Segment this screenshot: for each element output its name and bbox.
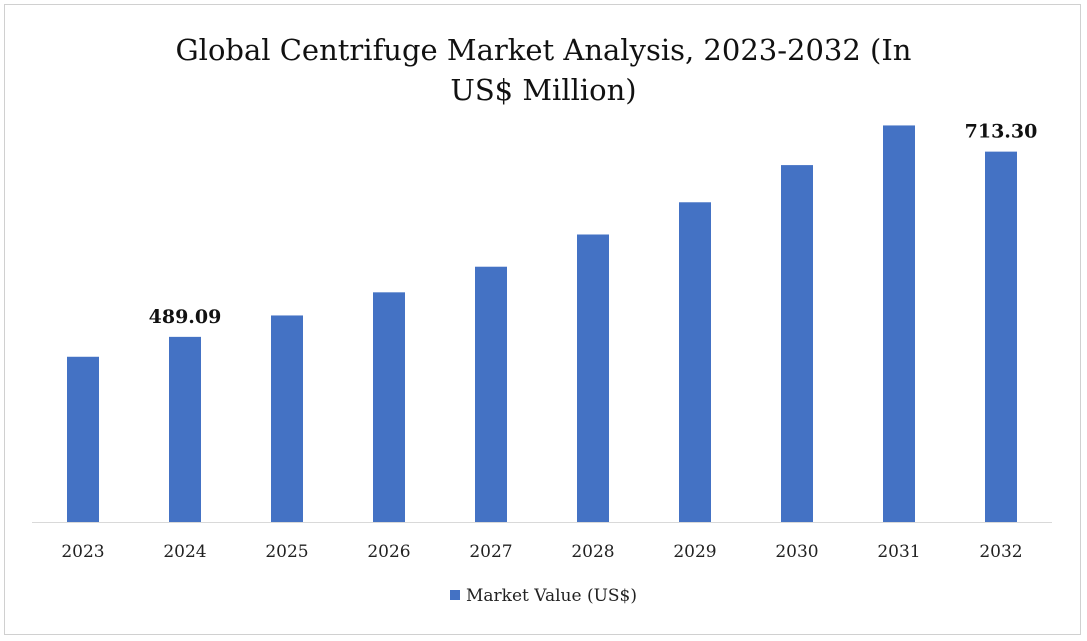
chart-title: Global Centrifuge Market Analysis, 2023-…: [0, 30, 1087, 110]
bar-2026: [373, 292, 405, 522]
x-tick-label-2025: 2025: [265, 542, 308, 562]
bar-2024: [169, 336, 201, 522]
chart-title-line-2: US$ Million): [450, 73, 637, 107]
x-tick-label-2026: 2026: [367, 542, 410, 562]
legend-label: Market Value (US$): [465, 586, 638, 606]
chart-title-line-1: Global Centrifuge Market Analysis, 2023-…: [175, 33, 912, 67]
legend-swatch: [449, 590, 460, 600]
bar-2025: [271, 315, 303, 522]
x-tick-label-2029: 2029: [673, 542, 716, 562]
data-label-2024: 489.09: [149, 306, 222, 328]
bar-2031: [883, 125, 915, 522]
legend: Market Value (US$): [0, 586, 1087, 606]
bar-2023: [67, 356, 99, 522]
data-label-2032: 713.30: [965, 121, 1038, 143]
bar-2029: [679, 202, 711, 523]
x-tick-label-2030: 2030: [775, 542, 818, 562]
x-tick-label-2028: 2028: [571, 542, 614, 562]
bar-2032: [985, 151, 1017, 522]
bar-2030: [781, 165, 813, 522]
bar-2028: [577, 234, 609, 522]
x-tick-label-2031: 2031: [877, 542, 920, 562]
x-tick-label-2024: 2024: [163, 542, 206, 562]
x-tick-label-2027: 2027: [469, 542, 512, 562]
x-tick-label-2023: 2023: [61, 542, 104, 562]
x-tick-label-2032: 2032: [979, 542, 1022, 562]
bar-2027: [475, 266, 507, 522]
